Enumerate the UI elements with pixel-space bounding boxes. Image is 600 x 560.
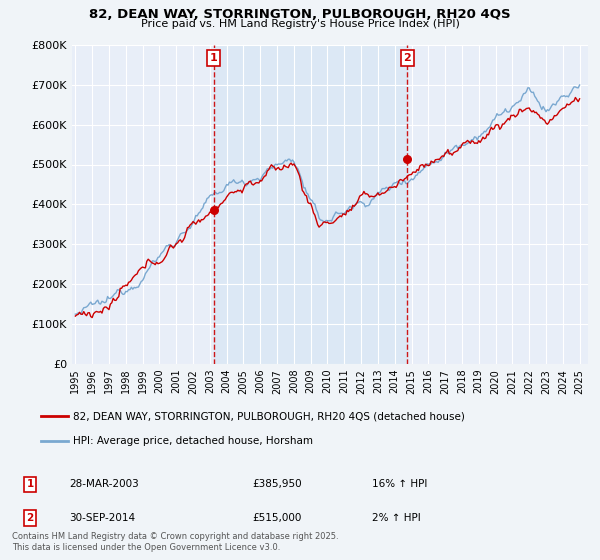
Text: 2: 2 [403, 53, 411, 63]
Text: Price paid vs. HM Land Registry's House Price Index (HPI): Price paid vs. HM Land Registry's House … [140, 19, 460, 29]
Point [209, 206, 218, 214]
Text: 2: 2 [26, 513, 34, 523]
Text: 16% ↑ HPI: 16% ↑ HPI [372, 479, 427, 489]
Text: £385,950: £385,950 [252, 479, 302, 489]
Text: 1: 1 [210, 53, 218, 63]
Text: £515,000: £515,000 [252, 513, 301, 523]
Text: Contains HM Land Registry data © Crown copyright and database right 2025.
This d: Contains HM Land Registry data © Crown c… [12, 532, 338, 552]
Text: 28-MAR-2003: 28-MAR-2003 [69, 479, 139, 489]
Bar [214, 45, 407, 364]
Text: 1: 1 [26, 479, 34, 489]
Text: 82, DEAN WAY, STORRINGTON, PULBOROUGH, RH20 4QS (detached house): 82, DEAN WAY, STORRINGTON, PULBOROUGH, R… [73, 411, 465, 421]
Text: 82, DEAN WAY, STORRINGTON, PULBOROUGH, RH20 4QS: 82, DEAN WAY, STORRINGTON, PULBOROUGH, R… [89, 8, 511, 21]
Text: 30-SEP-2014: 30-SEP-2014 [69, 513, 135, 523]
Point [403, 154, 412, 163]
Text: HPI: Average price, detached house, Horsham: HPI: Average price, detached house, Hors… [73, 436, 313, 446]
Text: 2% ↑ HPI: 2% ↑ HPI [372, 513, 421, 523]
